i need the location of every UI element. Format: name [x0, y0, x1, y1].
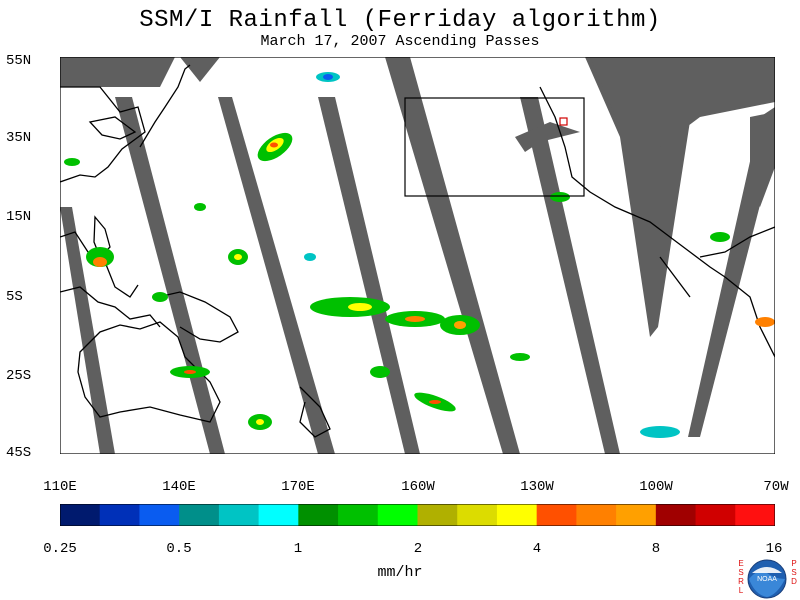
colorbar-tick-4: 4 [532, 541, 542, 557]
swath-gap-3 [318, 97, 420, 454]
colorbar-tick-3: 2 [413, 541, 423, 557]
logo-label: NOAA [757, 576, 777, 583]
colorbar-cells [60, 504, 775, 526]
swath-gap-4 [385, 57, 520, 454]
colorbar-cell [258, 504, 299, 526]
lat-label-35n: 35N [6, 130, 32, 146]
lat-label-25s: 25S [6, 368, 32, 384]
lon-label-100w: 100W [639, 479, 673, 495]
lon-label-160w: 160W [401, 479, 435, 495]
colorbar-cell [99, 504, 140, 526]
swath-gap-11 [60, 57, 175, 87]
lon-label-170e: 170E [281, 479, 315, 495]
colorbar-cell [457, 504, 498, 526]
lat-label-55n: 55N [6, 53, 32, 69]
colorbar-cell [338, 504, 379, 526]
colorbar-cell [298, 504, 339, 526]
region-box [404, 97, 585, 197]
colorbar-tick-0: 0.25 [43, 541, 77, 557]
colorbar-cell [496, 504, 538, 526]
swath-gap-9 [180, 57, 220, 82]
swath-gap-12 [515, 122, 580, 152]
rainfall-map [60, 57, 775, 454]
coast-asia [60, 86, 146, 183]
noaa-logo: NOAA [747, 559, 787, 599]
swath-gap-6 [60, 207, 115, 454]
colorbar-cell [655, 504, 697, 526]
highlight-box [559, 117, 568, 126]
coast-caribbean [699, 226, 775, 258]
chart-title: SSM/I Rainfall (Ferriday algorithm) [139, 7, 661, 34]
colorbar-cell [616, 504, 657, 526]
colorbar [60, 504, 775, 526]
colorbar-cell [735, 504, 775, 526]
swath-gap-2 [218, 97, 335, 454]
colorbar-tick-6: 16 [765, 541, 783, 557]
colorbar-cell [139, 504, 180, 526]
coast-australia [77, 321, 221, 423]
coast-north-america [539, 86, 726, 278]
colorbar-cell [60, 504, 101, 526]
coast-south-america [724, 276, 775, 358]
colorbar-units: mm/hr [377, 564, 423, 581]
coast-korea [88, 116, 137, 140]
colorbar-cell [179, 504, 220, 526]
swath-gap-1 [115, 97, 225, 454]
chart-subtitle: March 17, 2007 Ascending Passes [260, 33, 540, 50]
colorbar-tick-1: 0.5 [166, 541, 192, 557]
swath-gap-5 [520, 97, 620, 454]
coast-new-guinea [157, 291, 239, 343]
lat-label-45s: 45S [6, 445, 32, 461]
colorbar-cell [695, 504, 736, 526]
lon-label-110e: 110E [43, 479, 77, 495]
lon-label-70w: 70W [763, 479, 789, 495]
colorbar-cell [576, 504, 617, 526]
colorbar-cell [536, 504, 577, 526]
lon-label-140e: 140E [162, 479, 196, 495]
rain-cells [64, 72, 775, 438]
colorbar-tick-2: 1 [293, 541, 303, 557]
land-gray [590, 57, 775, 207]
coast-indonesia [60, 286, 161, 328]
colorbar-cell [417, 504, 458, 526]
coastlines [60, 64, 775, 438]
lat-label-5s: 5S [6, 289, 23, 305]
colorbar-cell [377, 504, 418, 526]
land-florida [750, 112, 775, 207]
lon-label-130w: 130W [520, 479, 554, 495]
coast-new-zealand [299, 386, 331, 438]
coast-central-america [659, 256, 691, 298]
lat-label-15n: 15N [6, 209, 32, 225]
colorbar-tick-5: 8 [651, 541, 661, 557]
colorbar-cell [218, 504, 260, 526]
coast-japan [139, 64, 191, 148]
land-north-america [590, 57, 775, 147]
